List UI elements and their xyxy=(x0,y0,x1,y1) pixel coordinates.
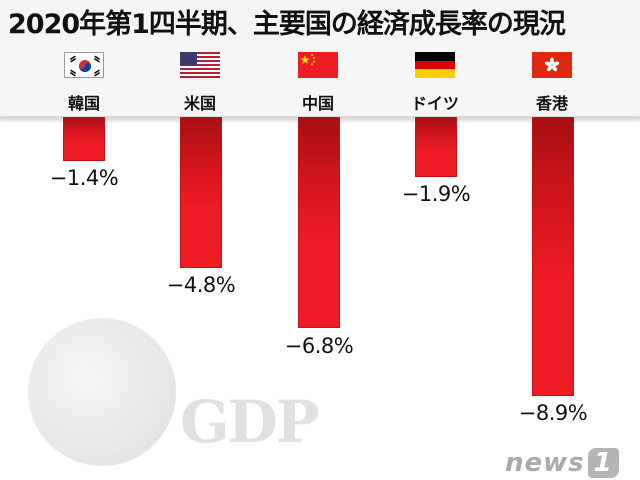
gdp-watermark: GDP xyxy=(180,388,319,456)
country-label: ドイツ xyxy=(410,94,459,113)
south-korea-flag-icon xyxy=(64,52,104,78)
china-flag-icon xyxy=(298,52,338,78)
globe-watermark-icon xyxy=(28,318,176,466)
value-label-korea: −1.4% xyxy=(49,166,119,190)
country-hong-kong: 香港 xyxy=(512,52,592,114)
bar-korea xyxy=(63,117,105,161)
bar-germany xyxy=(415,117,457,177)
bar-hong-kong xyxy=(532,117,574,396)
country-label: 中国 xyxy=(301,94,334,113)
logo-number: 1 xyxy=(587,448,619,478)
country-usa: 米国 xyxy=(160,52,240,114)
country-china: 中国 xyxy=(278,52,358,114)
value-label-usa: −4.8% xyxy=(166,273,236,297)
value-label-hong-kong: −8.9% xyxy=(518,401,588,425)
country-germany: ドイツ xyxy=(395,52,475,114)
logo-text: news xyxy=(505,448,585,478)
hong-kong-flag-icon xyxy=(532,52,572,78)
bar-china xyxy=(298,117,340,328)
bar-usa xyxy=(180,117,222,268)
title-band xyxy=(0,0,640,42)
news1-logo: news 1 xyxy=(505,448,619,478)
country-label: 韓国 xyxy=(67,94,100,113)
chart-title: 2020年第1四半期、主要国の経済成長率の現況 xyxy=(8,9,566,40)
country-label: 米国 xyxy=(183,94,216,113)
value-label-germany: −1.9% xyxy=(401,182,471,206)
country-label: 香港 xyxy=(535,94,568,113)
value-label-china: −6.8% xyxy=(284,334,354,358)
usa-flag-icon xyxy=(180,52,220,78)
country-korea: 韓国 xyxy=(44,52,124,114)
germany-flag-icon xyxy=(415,52,455,78)
